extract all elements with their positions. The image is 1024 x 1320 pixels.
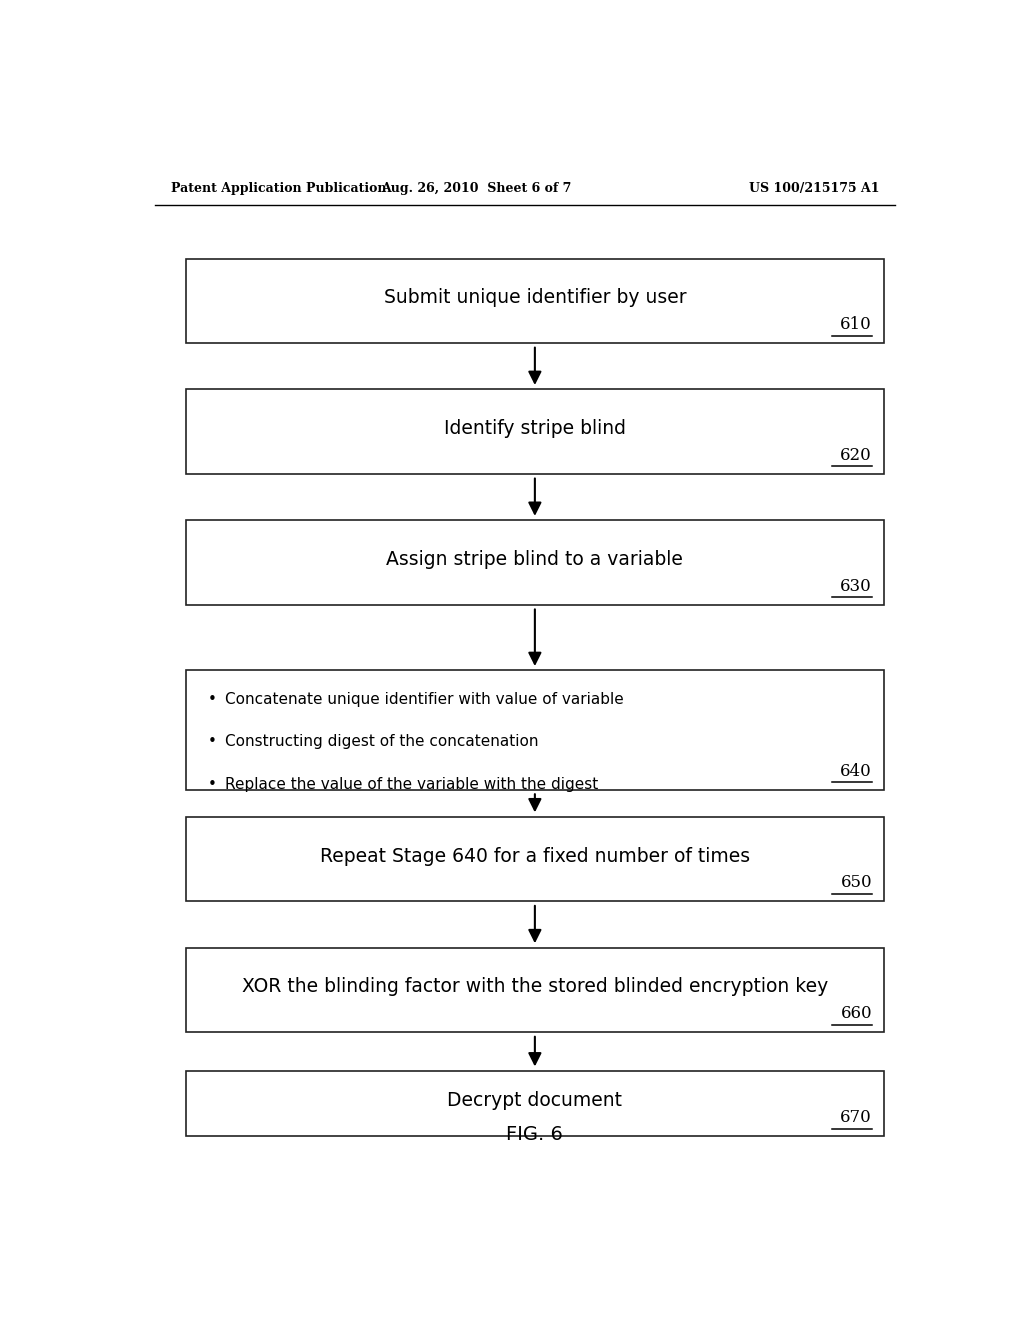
Bar <box>186 259 884 343</box>
Text: 630: 630 <box>841 578 872 595</box>
Text: Concatenate unique identifier with value of variable: Concatenate unique identifier with value… <box>225 692 624 708</box>
Bar <box>186 389 884 474</box>
Text: 660: 660 <box>841 1006 872 1022</box>
Text: Repeat Stage 640 for a fixed number of times: Repeat Stage 640 for a fixed number of t… <box>319 846 750 866</box>
Text: Identify stripe blind: Identify stripe blind <box>443 420 626 438</box>
Text: •: • <box>208 734 217 750</box>
Text: FIG. 6: FIG. 6 <box>507 1125 563 1144</box>
Bar <box>186 817 884 902</box>
Text: Assign stripe blind to a variable: Assign stripe blind to a variable <box>386 550 683 569</box>
Bar <box>186 671 884 789</box>
Text: 610: 610 <box>841 317 872 333</box>
Text: Submit unique identifier by user: Submit unique identifier by user <box>384 288 686 308</box>
Text: XOR the blinding factor with the stored blinded encryption key: XOR the blinding factor with the stored … <box>242 977 828 997</box>
Bar <box>186 1071 884 1137</box>
Bar <box>186 948 884 1032</box>
Text: US 100/215175 A1: US 100/215175 A1 <box>750 182 880 194</box>
Text: Patent Application Publication: Patent Application Publication <box>171 182 386 194</box>
Text: 650: 650 <box>841 874 872 891</box>
Text: •: • <box>208 776 217 792</box>
Bar <box>186 520 884 605</box>
Text: Replace the value of the variable with the digest: Replace the value of the variable with t… <box>225 776 598 792</box>
Text: 620: 620 <box>841 447 872 465</box>
Text: Decrypt document: Decrypt document <box>447 1092 623 1110</box>
Text: Aug. 26, 2010  Sheet 6 of 7: Aug. 26, 2010 Sheet 6 of 7 <box>382 182 572 194</box>
Text: 670: 670 <box>841 1109 872 1126</box>
Text: •: • <box>208 692 217 708</box>
Text: Constructing digest of the concatenation: Constructing digest of the concatenation <box>225 734 539 750</box>
Text: 640: 640 <box>841 763 872 780</box>
